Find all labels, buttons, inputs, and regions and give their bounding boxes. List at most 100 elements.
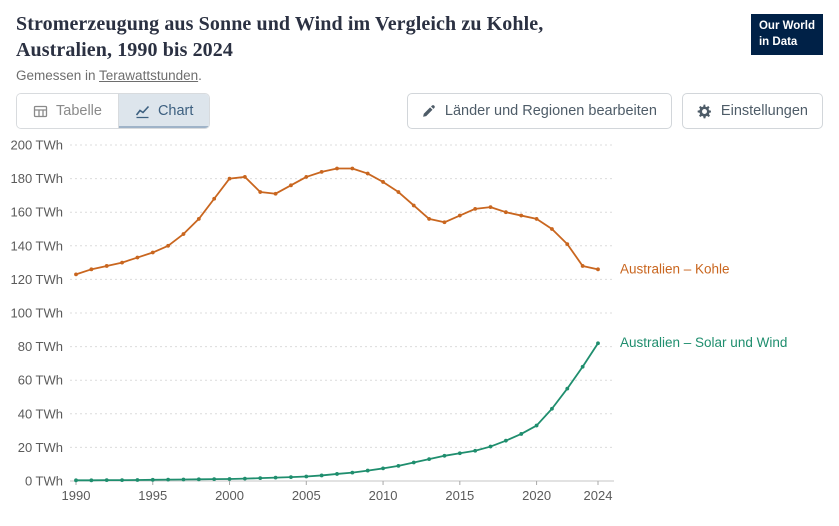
- data-point: [181, 477, 186, 482]
- data-point: [89, 267, 94, 272]
- series-solar-wind: Australien – Solar und Wind: [74, 335, 787, 483]
- data-point: [319, 170, 324, 174]
- chart-header: Stromerzeugung aus Sonne und Wind im Ver…: [0, 0, 839, 83]
- data-point: [411, 460, 416, 465]
- toolbar: Tabelle Chart Länder und Regionen bearbe…: [0, 83, 839, 130]
- x-axis-tick-label: 1995: [138, 488, 167, 503]
- data-point: [212, 197, 217, 201]
- data-point: [427, 457, 432, 462]
- tab-table[interactable]: Tabelle: [17, 94, 118, 129]
- series-line: [75, 342, 599, 482]
- logo-line2: in Data: [758, 35, 798, 48]
- x-axis-tick-label: 1990: [62, 488, 91, 503]
- data-point: [166, 244, 171, 248]
- series-kohle: Australien – Kohle: [74, 166, 730, 277]
- data-point: [580, 365, 585, 369]
- y-axis-tick-label: 160 TWh: [10, 205, 63, 220]
- data-point: [442, 454, 447, 458]
- subtitle-suffix: .: [198, 68, 202, 84]
- table-icon: [33, 105, 48, 117]
- settings-label: Einstellungen: [720, 103, 808, 120]
- y-axis-tick-label: 20 TWh: [18, 440, 63, 455]
- data-point: [135, 255, 140, 260]
- edit-countries-label: Länder und Regionen bearbeiten: [444, 103, 657, 120]
- pencil-icon: [422, 105, 435, 117]
- chart-canvas[interactable]: 0 TWh 20 TWh 40 TWh 60 TWh 80 TWh 100 TWh 120 …: [0, 129, 839, 515]
- y-axis-tick-label: 80 TWh: [18, 339, 63, 354]
- data-point: [457, 213, 462, 218]
- x-axis-tick-label: 2005: [292, 488, 321, 503]
- data-point: [258, 476, 263, 481]
- x-axis-tick-label: 2024: [584, 488, 613, 503]
- data-point: [273, 475, 278, 480]
- y-axis-tick-label: 180 TWh: [10, 171, 63, 186]
- data-point: [120, 260, 124, 265]
- data-point: [427, 217, 432, 222]
- data-point: [242, 476, 247, 481]
- data-point: [196, 217, 201, 222]
- data-point: [550, 407, 554, 411]
- data-point: [534, 423, 539, 428]
- data-point: [150, 478, 155, 482]
- subtitle-prefix: Gemessen in: [16, 68, 100, 84]
- y-axis-tick-label: 40 TWh: [18, 406, 63, 421]
- data-point: [89, 478, 94, 483]
- data-point: [289, 475, 293, 480]
- edit-countries-button[interactable]: Länder und Regionen bearbeiten: [406, 93, 672, 130]
- data-point: [335, 166, 339, 171]
- y-axis-tick-label: 140 TWh: [10, 238, 63, 253]
- data-point: [304, 175, 309, 180]
- toolbar-actions: Länder und Regionen bearbeiten Einstellu…: [406, 93, 823, 130]
- y-axis-tick-label: 60 TWh: [18, 373, 63, 388]
- terawattstunden-link[interactable]: Terawattstunden: [99, 68, 199, 84]
- data-point: [365, 171, 370, 176]
- view-tabs: Tabelle Chart: [16, 93, 211, 130]
- data-point: [212, 477, 217, 482]
- data-point: [596, 341, 600, 346]
- data-point: [350, 470, 355, 475]
- data-point: [580, 264, 585, 269]
- data-point: [411, 203, 416, 208]
- data-point: [473, 207, 478, 211]
- data-point: [104, 478, 109, 483]
- tab-chart[interactable]: Chart: [117, 94, 210, 129]
- y-axis-tick-label: 200 TWh: [10, 138, 63, 153]
- x-axis-tick-label: 2000: [215, 488, 244, 503]
- settings-button[interactable]: Einstellungen: [681, 93, 823, 130]
- x-axis-tick-label: 2015: [445, 488, 474, 503]
- owid-logo[interactable]: Our World in Data: [750, 14, 823, 56]
- data-point: [596, 267, 600, 272]
- chart-subtitle: Gemessen in Terawattstunden.: [16, 68, 611, 83]
- data-point: [457, 451, 462, 456]
- data-point: [365, 468, 370, 473]
- data-point: [319, 473, 324, 478]
- data-point: [565, 242, 570, 247]
- page-title: Stromerzeugung aus Sonne und Wind im Ver…: [16, 13, 544, 61]
- data-point: [196, 477, 201, 482]
- data-point: [565, 386, 570, 391]
- data-point: [227, 477, 232, 482]
- data-point: [104, 264, 109, 269]
- logo-line1: Our World: [758, 20, 815, 32]
- series-label[interactable]: Australien – Kohle: [620, 262, 730, 277]
- data-point: [488, 205, 493, 210]
- data-point: [304, 474, 309, 479]
- y-axis-tick-label: 120 TWh: [10, 272, 63, 287]
- data-point: [181, 232, 186, 237]
- data-point: [381, 180, 385, 185]
- data-point: [74, 478, 78, 483]
- data-point: [519, 213, 524, 218]
- data-point: [242, 175, 247, 180]
- data-point: [550, 227, 554, 232]
- data-point: [289, 183, 293, 188]
- data-point: [150, 250, 155, 255]
- data-point: [442, 220, 447, 225]
- series-line: [75, 167, 599, 276]
- series-label[interactable]: Australien – Solar und Wind: [620, 335, 787, 350]
- y-axis-tick-label: 100 TWh: [10, 306, 63, 321]
- x-axis-tick-label: 2010: [369, 488, 398, 503]
- data-point: [258, 190, 263, 195]
- gear-icon: [697, 104, 712, 119]
- data-point: [335, 472, 339, 477]
